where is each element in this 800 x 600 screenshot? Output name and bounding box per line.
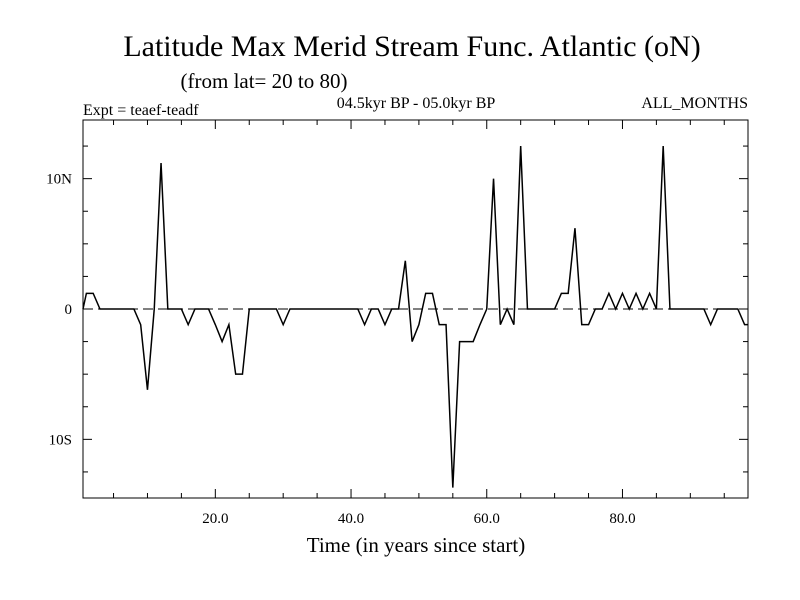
period-label: 04.5kyr BP - 05.0kyr BP: [337, 95, 496, 112]
tick-labels: 20.0 40.0 60.0 80.0 10N 0 10S: [46, 172, 635, 527]
y-tick-label: 0: [65, 302, 73, 318]
y-tick-label: 10N: [46, 172, 72, 188]
x-axis-label: Time (in years since start): [307, 533, 526, 557]
chart-title: Latitude Max Merid Stream Func. Atlantic…: [123, 30, 700, 63]
x-tick-label: 80.0: [609, 511, 635, 527]
x-tick-label: 40.0: [338, 511, 364, 527]
series-line: [82, 146, 748, 488]
months-label: ALL_MONTHS: [641, 95, 748, 112]
x-tick-label: 20.0: [202, 511, 228, 527]
experiment-label: Expt = teaef-teadf: [83, 102, 199, 119]
chart-subtitle: (from lat= 20 to 80): [181, 69, 348, 93]
x-tick-label: 60.0: [474, 511, 500, 527]
y-tick-label: 10S: [49, 432, 72, 448]
